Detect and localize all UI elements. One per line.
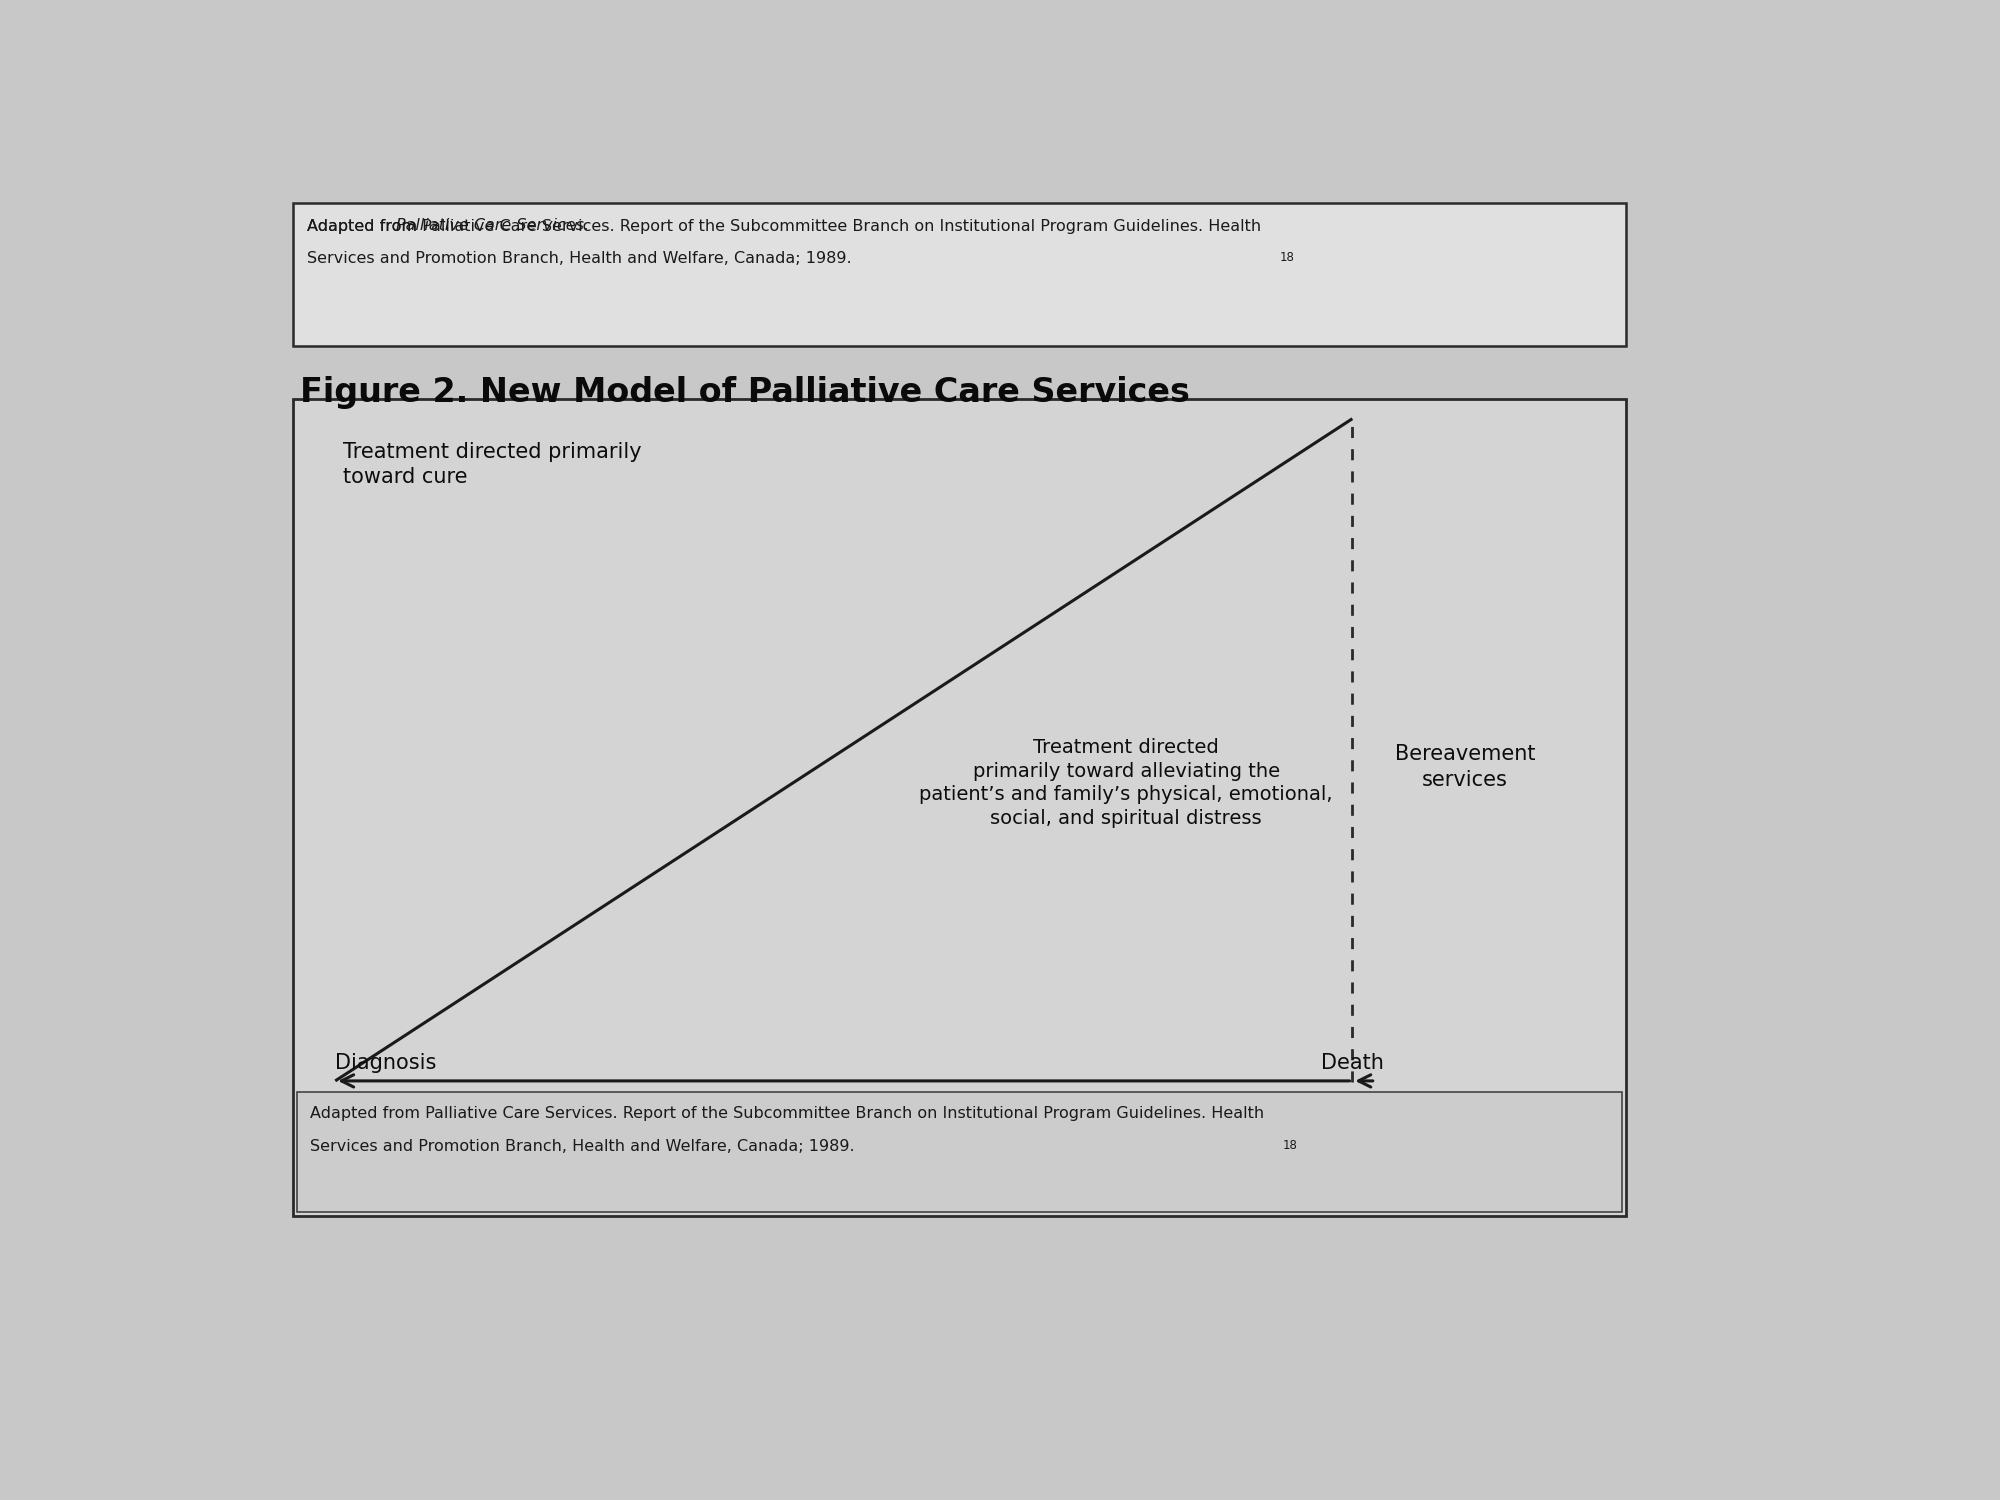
FancyBboxPatch shape (296, 1092, 1622, 1212)
FancyBboxPatch shape (292, 399, 1626, 1215)
Text: Services and Promotion Branch, Health and Welfare, Canada; 1989.: Services and Promotion Branch, Health an… (310, 1138, 856, 1154)
Text: Palliative Care Services.: Palliative Care Services. (396, 219, 588, 234)
Text: 18: 18 (1284, 1138, 1298, 1152)
Text: Adapted from Palliative Care Services. Report of the Subcommittee Branch on Inst: Adapted from Palliative Care Services. R… (306, 219, 1260, 234)
Text: Services and Promotion Branch, Health and Welfare, Canada; 1989.: Services and Promotion Branch, Health an… (306, 251, 852, 266)
Text: Figure 2. New Model of Palliative Care Services: Figure 2. New Model of Palliative Care S… (300, 376, 1190, 410)
Text: Bereavement
services: Bereavement services (1394, 744, 1536, 790)
Text: Treatment directed
primarily toward alleviating the
patient’s and family’s physi: Treatment directed primarily toward alle… (920, 738, 1332, 828)
Text: Diagnosis: Diagnosis (336, 1053, 436, 1072)
Text: 18: 18 (1280, 251, 1294, 264)
Text: Adapted from Palliative Care Services. Report of the Subcommittee Branch on Inst: Adapted from Palliative Care Services. R… (310, 1107, 1264, 1122)
Text: Treatment directed primarily
toward cure: Treatment directed primarily toward cure (344, 442, 642, 486)
Text: Death: Death (1320, 1053, 1384, 1072)
FancyBboxPatch shape (292, 202, 1626, 345)
Text: Adapted from: Adapted from (306, 219, 422, 234)
